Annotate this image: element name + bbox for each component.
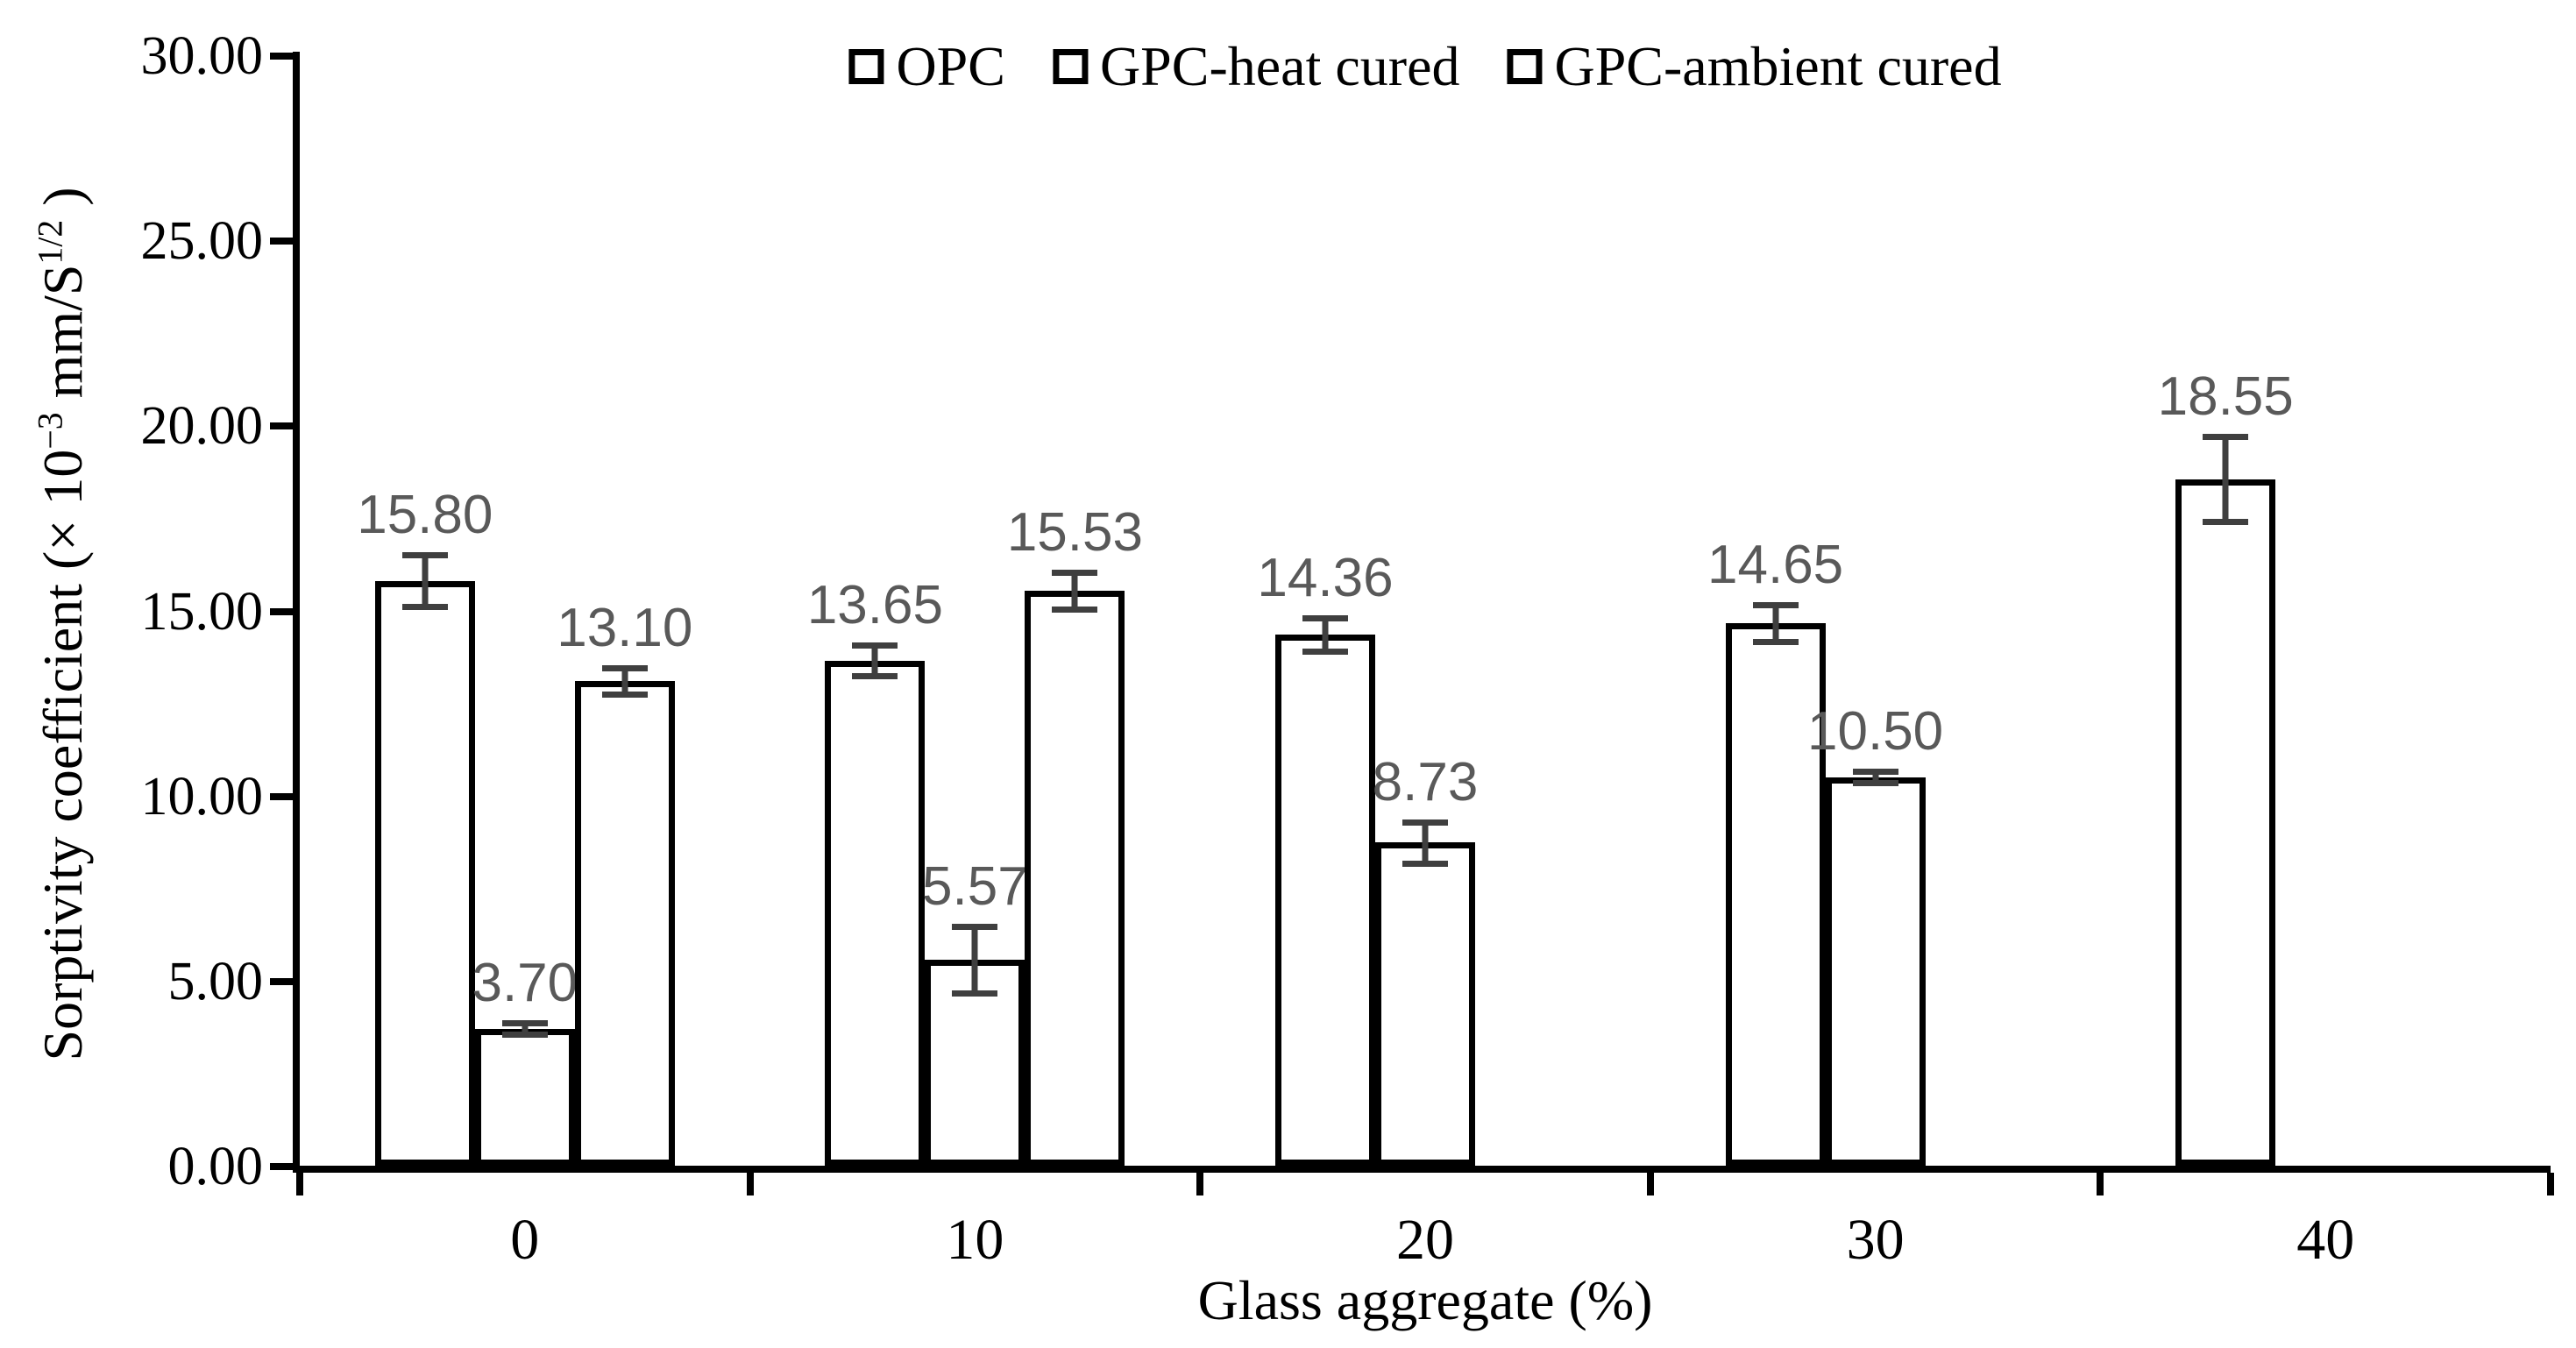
bar-value-label: 5.57 xyxy=(922,855,1028,917)
x-category-label: 40 xyxy=(2296,1208,2355,1272)
y-tick xyxy=(270,1163,293,1170)
error-bar-cap-top xyxy=(852,642,898,649)
error-bar-cap-top xyxy=(952,923,998,930)
bar-value-label: 18.55 xyxy=(2157,366,2294,427)
y-tick-label: 0.00 xyxy=(167,1137,264,1196)
error-bar-cap-bottom xyxy=(2203,519,2249,526)
error-bar-cap-bottom xyxy=(1302,648,1348,655)
y-tick xyxy=(270,238,293,245)
legend-swatch-opc xyxy=(848,49,884,84)
bar-gpc-heat-cured-20 xyxy=(1375,842,1475,1166)
error-bar xyxy=(871,644,878,677)
error-bar xyxy=(1071,571,1078,610)
y-tick-label: 5.00 xyxy=(167,951,264,1011)
y-tick xyxy=(270,422,293,430)
y-tick xyxy=(270,977,293,985)
legend: OPC GPC-heat cured GPC-ambient cured xyxy=(848,35,2002,98)
x-axis-title: Glass aggregate (%) xyxy=(1197,1269,1653,1331)
y-tick xyxy=(270,792,293,800)
x-tick xyxy=(2547,1173,2554,1195)
bar-value-label: 13.10 xyxy=(557,597,693,658)
error-bar-cap-top xyxy=(1752,602,1799,609)
y-tick xyxy=(270,607,293,615)
x-category-label: 0 xyxy=(510,1208,540,1272)
error-bar-cap-top xyxy=(401,552,448,559)
y-tick-label: 10.00 xyxy=(140,766,264,827)
x-category-label: 30 xyxy=(1846,1208,1905,1272)
legend-label: GPC-ambient cured xyxy=(1554,35,2002,97)
error-bar xyxy=(1772,605,1779,642)
bar-gpc-heat-cured-0 xyxy=(474,1028,575,1166)
y-tick-label: 15.00 xyxy=(140,581,264,642)
error-bar-cap-bottom xyxy=(1052,607,1098,614)
error-bar-cap-bottom xyxy=(1402,860,1448,867)
error-bar-cap-top xyxy=(2203,434,2249,440)
bar-value-label: 8.73 xyxy=(1372,752,1479,813)
error-bar xyxy=(2222,436,2229,522)
error-bar-cap-bottom xyxy=(401,604,448,611)
error-bar xyxy=(971,926,978,993)
x-axis-line xyxy=(293,1166,2551,1173)
y-axis-line xyxy=(293,52,300,1169)
x-tick xyxy=(746,1173,754,1195)
bar-opc-0 xyxy=(374,580,475,1166)
y-tick xyxy=(270,53,293,60)
bar-gpc-ambient-cured-0 xyxy=(574,680,675,1166)
error-bar-cap-bottom xyxy=(1752,639,1799,646)
error-bar-cap-bottom xyxy=(852,673,898,680)
error-bar-cap-bottom xyxy=(1852,779,1898,786)
bar-value-label: 15.53 xyxy=(1006,501,1143,563)
x-category-label: 10 xyxy=(946,1208,1004,1272)
bar-value-label: 14.36 xyxy=(1257,547,1394,608)
error-bar xyxy=(1422,822,1429,863)
x-tick xyxy=(1196,1173,1204,1195)
error-bar xyxy=(621,667,628,694)
legend-item: OPC xyxy=(848,35,1005,98)
legend-swatch-gpc-heat-cured xyxy=(1052,49,1088,84)
y-tick-label: 30.00 xyxy=(140,26,264,86)
x-tick xyxy=(296,1173,303,1195)
bar-opc-30 xyxy=(1725,623,1826,1166)
bar-opc-40 xyxy=(2175,479,2276,1166)
bar-gpc-heat-cured-30 xyxy=(1825,777,1926,1166)
legend-label: GPC-heat cured xyxy=(1099,35,1460,97)
error-bar xyxy=(1872,771,1879,783)
error-bar-cap-top xyxy=(1052,569,1098,576)
error-bar-cap-top xyxy=(1302,614,1348,621)
bar-value-label: 15.80 xyxy=(357,485,493,546)
bar-value-label: 14.65 xyxy=(1707,535,1844,596)
legend-item: GPC-heat cured xyxy=(1052,35,1460,98)
legend-swatch-gpc-ambient-cured xyxy=(1507,49,1543,84)
error-bar xyxy=(422,555,429,607)
bar-value-label: 10.50 xyxy=(1807,701,1944,763)
error-bar-cap-bottom xyxy=(501,1032,548,1039)
error-bar-cap-top xyxy=(1852,769,1898,776)
x-tick xyxy=(1646,1173,1654,1195)
legend-label: OPC xyxy=(896,35,1005,97)
y-tick-label: 20.00 xyxy=(140,396,264,457)
error-bar xyxy=(522,1023,529,1035)
x-category-label: 20 xyxy=(1396,1208,1454,1272)
x-tick xyxy=(2097,1173,2104,1195)
error-bar-cap-top xyxy=(601,664,648,671)
bar-value-label: 3.70 xyxy=(472,953,578,1014)
bar-value-label: 13.65 xyxy=(806,574,943,635)
legend-item: GPC-ambient cured xyxy=(1507,35,2002,98)
error-bar-cap-top xyxy=(1402,819,1448,827)
bar-gpc-ambient-cured-10 xyxy=(1025,591,1125,1166)
error-bar-cap-bottom xyxy=(952,990,998,997)
error-bar-cap-top xyxy=(501,1020,548,1027)
y-tick-label: 25.00 xyxy=(140,211,264,272)
bar-opc-20 xyxy=(1275,634,1375,1166)
error-bar-cap-bottom xyxy=(601,691,648,698)
bar-opc-10 xyxy=(825,660,926,1166)
error-bar xyxy=(1322,617,1329,651)
